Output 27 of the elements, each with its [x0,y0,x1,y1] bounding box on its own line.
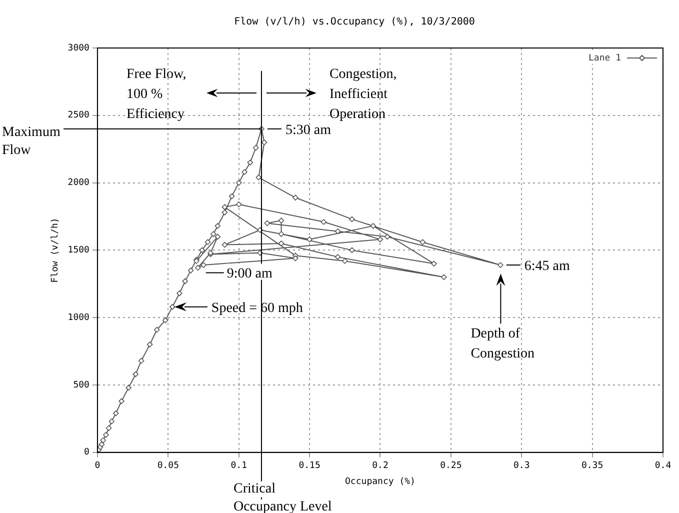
y-tick-label: 2000 [68,178,90,188]
y-tick-label: 1500 [68,246,90,256]
y-axis-title: Flow (v/l/h) [50,218,61,283]
x-tick-label: 0.15 [298,461,320,472]
x-tick-label: 0.3 [513,461,530,472]
y-tick-label: 1000 [68,312,90,323]
x-tick-label: 0.25 [440,461,462,472]
x-tick-label: 0.2 [372,461,388,472]
annotation: 9:00 am [226,266,272,282]
legend-label: Lane 1 [588,53,621,64]
annotation: Congestion, Inefficient Operation [329,67,397,122]
x-tick-label: 0.35 [581,461,604,472]
annotation: 6:45 am [524,259,570,274]
x-tick-label: 0.05 [157,461,180,472]
annotation: Maximum Flow [2,124,60,158]
annotation: 5:30 am [285,122,332,138]
y-tick-label: 500 [73,380,90,390]
y-tick-label: 2500 [68,110,90,121]
annotation: Free Flow, 100 % Efficiency [126,67,186,122]
chart-title: Flow (v/l/h) vs.Occupancy (%), 10/3/2000 [234,16,475,28]
y-tick-label: 0 [84,448,90,458]
y-tick-label: 3000 [68,43,90,54]
x-tick-label: 0.1 [230,461,247,472]
annotation: Depth of Congestion [470,326,534,362]
x-tick-label: 0 [94,461,100,472]
x-axis-title: Occupancy (%) [345,476,416,487]
x-tick-label: 0.4 [654,461,672,472]
